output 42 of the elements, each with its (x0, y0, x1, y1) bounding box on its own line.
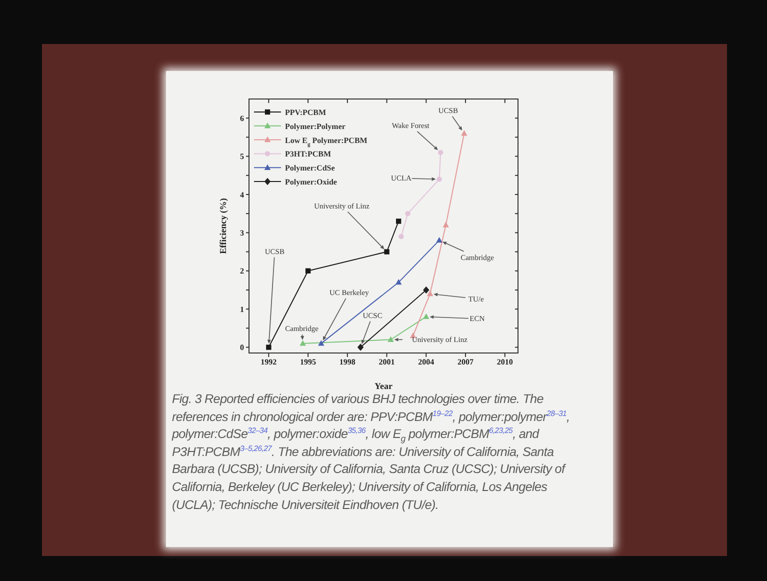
legend-label: Polymer:CdSe (285, 164, 336, 173)
x-tick-label: 2007 (458, 358, 474, 367)
y-tick-label: 6 (240, 114, 244, 123)
point (396, 218, 402, 224)
point (436, 236, 442, 243)
point (357, 344, 364, 351)
y-tick-label: 4 (240, 190, 244, 200)
point (398, 234, 404, 240)
point (426, 290, 434, 296)
legend-label: Low E$_{g}$ Polymer:PCBM (285, 136, 368, 148)
y-tick-label: 5 (240, 152, 244, 162)
point (305, 268, 311, 274)
point (300, 340, 306, 346)
text: Fig. 3 Reported efficiencies of various BHJ technologies over time. The references in chronological order are: PPV:PCBM$^{19–22}$, polymer:polymer$^{28–31}$, polymer:CdSe$^{32–34}$, polymer:oxide$^{35,36}$, low E$_{g}$ polymer:PCBM$^{6,23,25}$, and P3HT:PCBM$^{3–5,26,27}$. The abbreviations are: University of California, Santa Barbara (UCSB); University of California, Santa Cruz (UCSC); University of California, Berkeley (UC Berkeley); University of California, Los Angeles (UCLA); Technische Universiteit Eindhoven (TU/e). (172, 392, 570, 512)
point (266, 344, 272, 350)
point (423, 286, 430, 294)
y-tick-label: 3 (240, 228, 244, 238)
point (384, 249, 390, 254)
point (405, 210, 410, 216)
y-tick-label: 0 (240, 343, 244, 352)
point (423, 313, 430, 320)
x-tick-label: 1998 (339, 358, 356, 367)
y-tick-label: 2 (240, 266, 244, 276)
point (395, 278, 402, 285)
x-tick-label: 2010 (496, 358, 513, 367)
point (436, 176, 442, 182)
y-tick-label: 1 (240, 304, 244, 314)
legend-label: P3HT:PCBM (285, 150, 332, 159)
x-tick-label: 1995 (300, 358, 316, 367)
x-tick-label: 2001 (378, 358, 395, 367)
point (388, 336, 394, 342)
y-axis-title: Efficiency (%) (218, 198, 228, 254)
point (461, 130, 468, 136)
x-axis-title: Year (374, 381, 392, 391)
point (442, 222, 449, 228)
point (318, 340, 324, 346)
legend-label: Polymer:Oxide (285, 178, 338, 186)
legend-label: Polymer:Polymer (285, 122, 346, 131)
point (438, 150, 444, 156)
x-tick-label: 2004 (418, 358, 434, 367)
legend-label: PPV:PCBM (285, 108, 326, 117)
x-tick-label: 1992 (260, 358, 277, 367)
